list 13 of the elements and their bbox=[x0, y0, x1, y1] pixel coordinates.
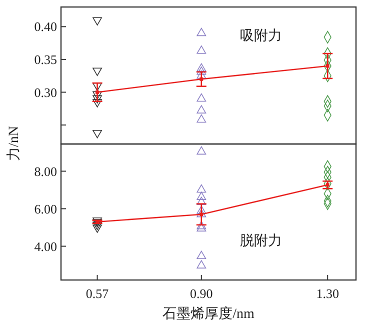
y-tick-label: 8.00 bbox=[34, 164, 57, 179]
annotation: 脱附力 bbox=[240, 233, 282, 249]
x-tick-label: 1.30 bbox=[316, 286, 339, 301]
y-tick-label: 4.00 bbox=[34, 238, 57, 254]
x-tick-label: 0.57 bbox=[86, 286, 110, 301]
annotation: 吸附力 bbox=[240, 28, 282, 44]
y-tick-label: 0.40 bbox=[34, 19, 57, 34]
y-tick-label: 0.30 bbox=[34, 84, 57, 100]
x-axis-title: 石墨烯厚度/nm bbox=[162, 306, 254, 322]
x-tick-label: 0.90 bbox=[190, 286, 213, 301]
y-axis-title: 力/nN bbox=[6, 126, 22, 161]
y-tick-label: 0.35 bbox=[34, 52, 57, 67]
y-tick-label: 6.00 bbox=[34, 201, 57, 216]
